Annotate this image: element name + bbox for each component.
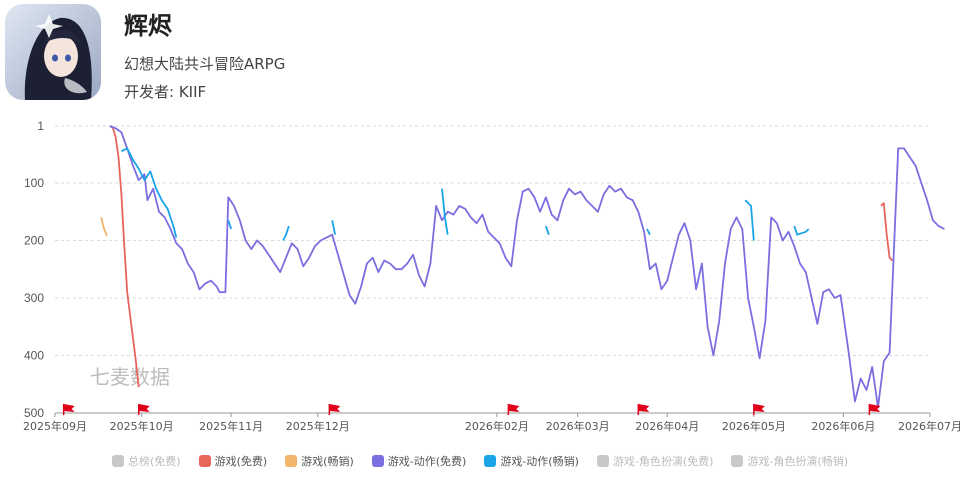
watermark-text: 七麦数据	[90, 365, 170, 389]
event-flag-icon[interactable]	[868, 404, 881, 415]
flag-shape	[508, 404, 520, 412]
event-flag-icon[interactable]	[328, 404, 341, 415]
legend-swatch	[111, 455, 124, 467]
series-line-游戏(畅销)	[100, 217, 108, 237]
x-tick-label: 2026年06月	[811, 419, 875, 433]
y-tick-label: 300	[24, 291, 44, 305]
flag-shape	[638, 404, 650, 412]
legend-item[interactable]: 总榜(免费)	[111, 453, 181, 469]
series-line-游戏(免费)	[109, 125, 894, 388]
chart-grid	[55, 125, 930, 414]
legend-item[interactable]: 游戏(畅销)	[285, 453, 354, 469]
y-tick-label: 500	[24, 406, 44, 420]
app-icon	[5, 4, 101, 100]
x-tick-label: 2026年07月	[898, 419, 960, 433]
legend-label: 游戏-动作(畅销)	[500, 455, 579, 468]
y-tick-label: 1	[37, 119, 44, 133]
legend-item[interactable]: 游戏-角色扮演(畅销)	[731, 453, 848, 469]
legend-swatch	[484, 455, 497, 467]
event-flag-icon[interactable]	[62, 404, 75, 415]
flag-shape	[753, 404, 765, 412]
x-axis: 2025年09月 2025年10月 2025年11月 2025年12月 2026年02月…	[23, 412, 960, 433]
flag-shape	[138, 404, 150, 412]
legend-swatch	[371, 455, 384, 467]
flag-shape	[63, 404, 75, 412]
legend-item[interactable]: 游戏(免费)	[198, 453, 268, 469]
series-line-游戏-动作(畅销)	[120, 147, 810, 241]
y-tick-label: 400	[24, 348, 44, 362]
x-tick-label: 2025年12月	[286, 419, 350, 433]
legend-label: 游戏(免费)	[214, 455, 268, 468]
app-title: 辉烬	[124, 12, 172, 40]
flag-shape	[329, 404, 341, 412]
y-axis: 1 100 200 300 400 500	[24, 119, 44, 420]
legend-label: 游戏-角色扮演(免费)	[612, 455, 714, 468]
x-tick-label: 2026年02月	[465, 419, 529, 433]
legend-item[interactable]: 游戏-角色扮演(免费)	[596, 453, 714, 469]
event-flags	[62, 404, 881, 415]
x-tick-label: 2026年03月	[546, 419, 610, 433]
event-flag-icon[interactable]	[637, 404, 650, 415]
legend-swatch	[596, 455, 609, 467]
flag-shape	[869, 404, 881, 412]
x-tick-label: 2026年04月	[635, 419, 699, 433]
event-flag-icon[interactable]	[137, 404, 150, 415]
x-tick-label: 2026年05月	[722, 419, 786, 433]
y-tick-label: 100	[24, 176, 44, 190]
legend-swatch	[731, 455, 744, 467]
rank-chart: 1 100 200 300 400 500 2025年09月 2025年10月 2025年11…	[23, 119, 960, 433]
x-tick-label: 2025年10月	[110, 419, 174, 433]
app-icon-artwork	[5, 4, 101, 100]
legend-label: 游戏-动作(免费)	[387, 455, 467, 468]
series-line-游戏-动作(免费)	[109, 125, 945, 409]
legend-swatch	[285, 455, 298, 467]
legend-swatch	[198, 455, 211, 467]
legend-item[interactable]: 游戏-动作(免费)	[371, 453, 467, 469]
app-developer: 开发者: KIIF	[124, 83, 207, 101]
legend-label: 游戏-角色扮演(畅销)	[747, 455, 849, 468]
x-tick-label: 2025年11月	[199, 419, 263, 433]
legend-item[interactable]: 游戏-动作(畅销)	[484, 453, 579, 469]
chart-legend: 总榜(免费) 游戏(免费) 游戏(畅销) 游戏-动作(免费) 游戏-动作(畅销) 游戏-角…	[0, 453, 960, 469]
event-flag-icon[interactable]	[507, 404, 520, 415]
legend-label: 游戏(畅销)	[301, 455, 354, 468]
legend-label: 总榜(免费)	[127, 455, 181, 468]
x-tick-label: 2025年09月	[23, 419, 87, 433]
chart-series	[100, 125, 945, 409]
app-subtitle: 幻想大陆共斗冒险ARPG	[124, 55, 286, 73]
event-flag-icon[interactable]	[753, 404, 765, 415]
y-tick-label: 200	[24, 233, 44, 247]
